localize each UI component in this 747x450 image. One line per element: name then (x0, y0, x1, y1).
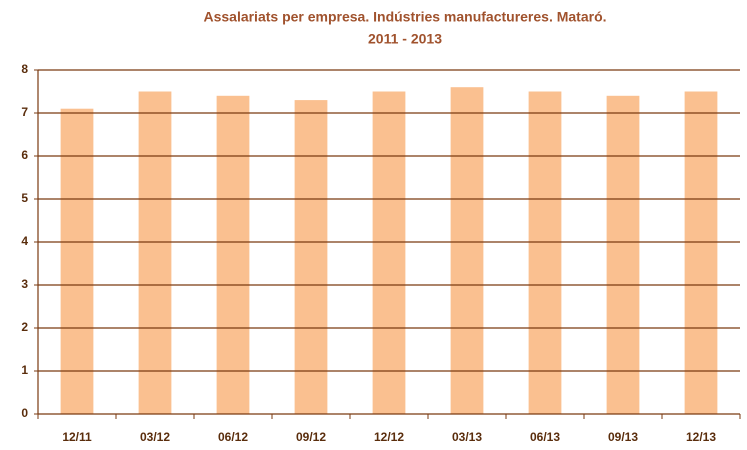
bar (60, 108, 94, 414)
x-tick-label: 12/12 (374, 430, 404, 444)
x-tick-label: 06/13 (530, 430, 560, 444)
y-tick-label: 2 (21, 320, 28, 334)
y-tick-label: 1 (21, 363, 28, 377)
y-tick-label: 0 (21, 406, 28, 420)
chart-title: 2011 - 2013 (368, 31, 442, 47)
x-tick-label: 12/11 (62, 430, 92, 444)
y-tick-label: 8 (21, 62, 28, 76)
bar (450, 87, 484, 414)
y-tick-label: 3 (21, 277, 28, 291)
x-tick-label: 03/12 (140, 430, 170, 444)
y-tick-label: 7 (21, 105, 28, 119)
bar (138, 91, 172, 414)
x-tick-label: 12/13 (686, 430, 716, 444)
y-tick-label: 5 (21, 191, 28, 205)
x-tick-label: 06/12 (218, 430, 248, 444)
bar (528, 91, 562, 414)
chart-title: Assalariats per empresa. Indústries manu… (203, 9, 606, 25)
bar (294, 100, 328, 414)
x-tick-label: 09/12 (296, 430, 326, 444)
bar (606, 95, 640, 415)
x-tick-label: 03/13 (452, 430, 482, 444)
y-tick-label: 4 (21, 234, 28, 248)
x-tick-label: 09/13 (608, 430, 638, 444)
bar (684, 91, 718, 414)
bar (372, 91, 406, 414)
bar (216, 95, 250, 415)
y-tick-label: 6 (21, 148, 28, 162)
